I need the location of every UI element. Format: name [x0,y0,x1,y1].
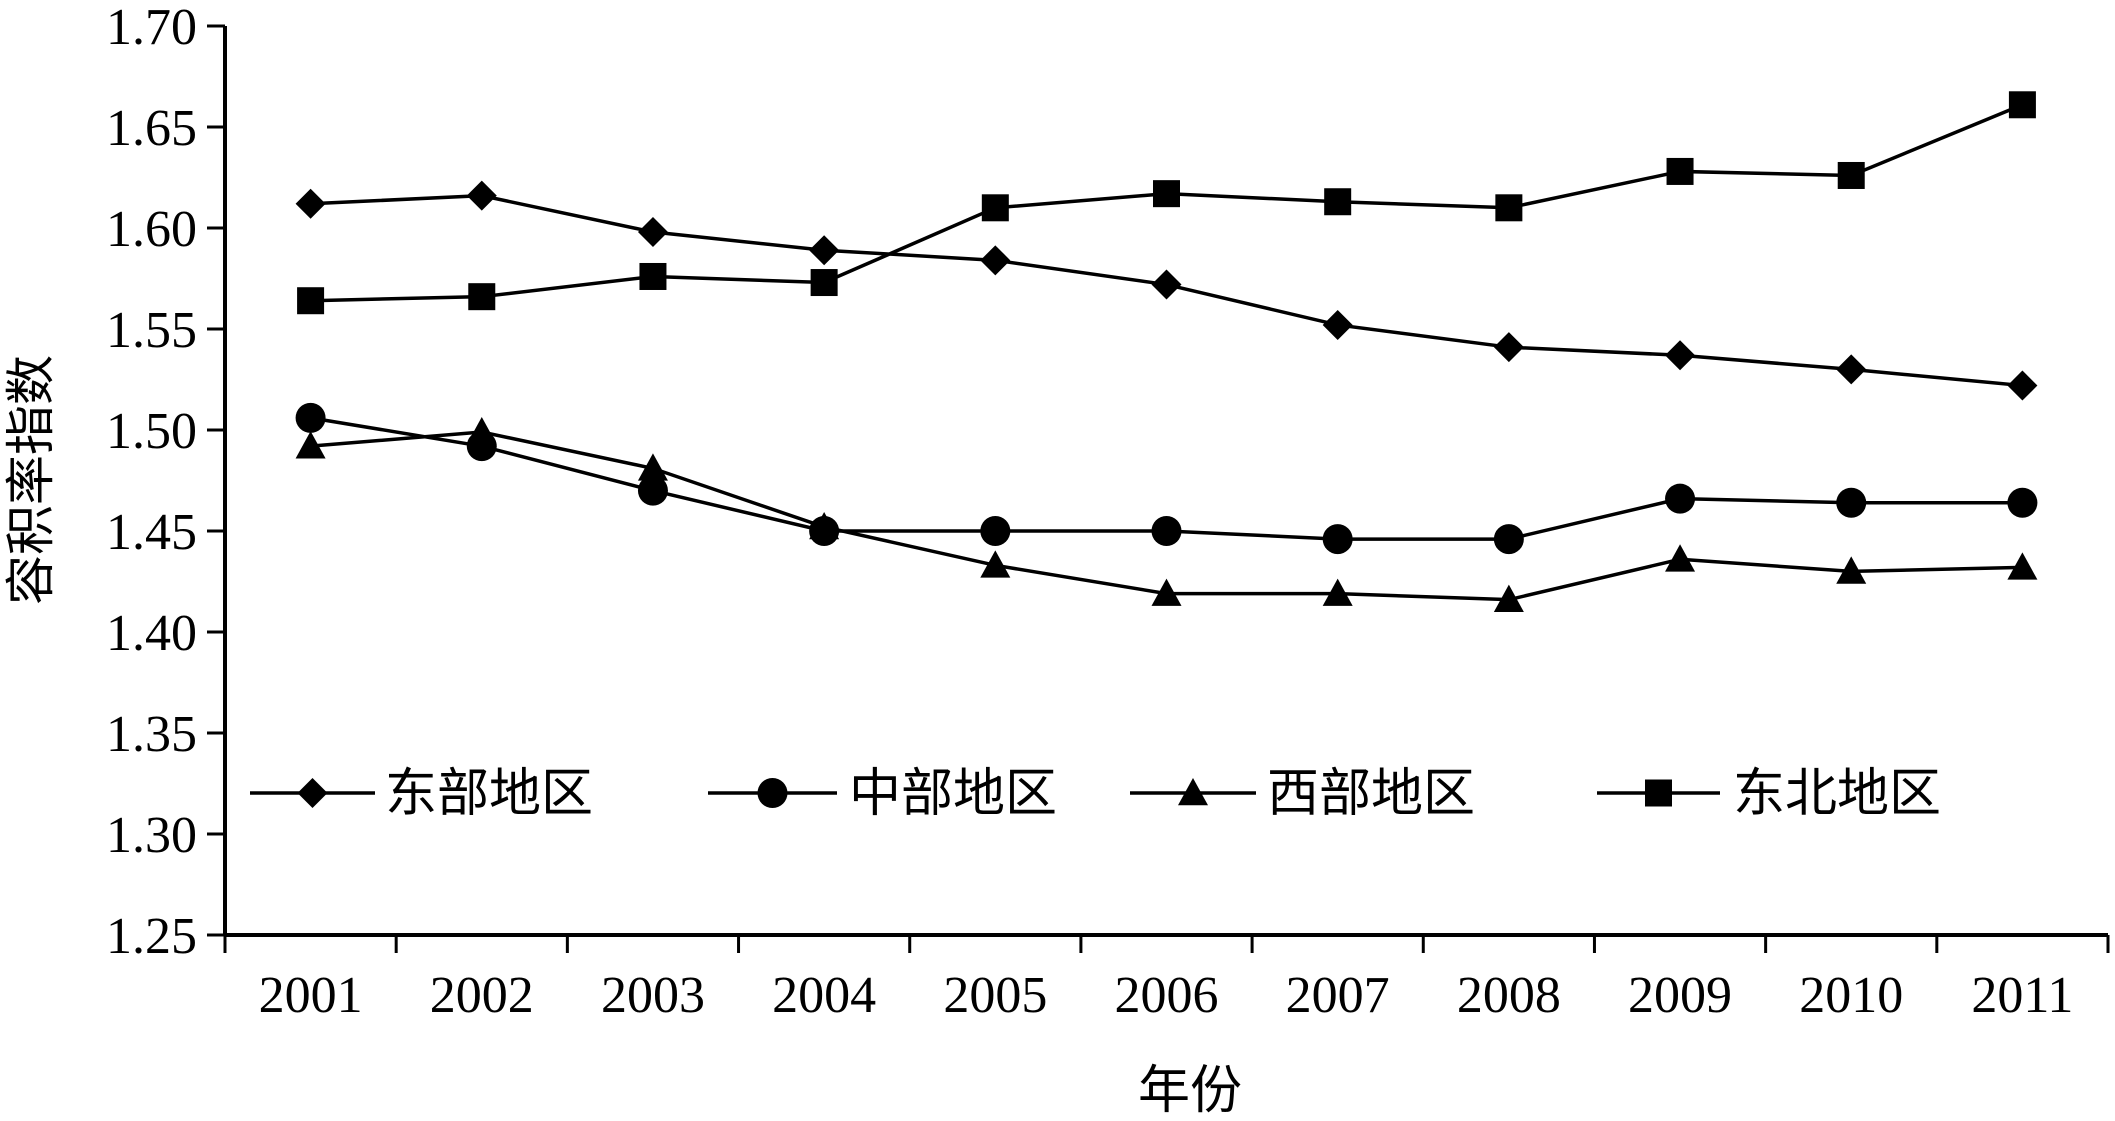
y-tick-label: 1.30 [106,807,197,864]
data-point-square [810,269,838,297]
data-point-diamond [295,188,326,219]
data-point-diamond [980,245,1011,276]
data-point-triangle [466,417,497,445]
data-point-square [1153,180,1180,208]
data-point-diamond [809,235,840,266]
x-tick-label: 2004 [772,967,876,1024]
data-point-diamond [2007,370,2038,401]
data-point-triangle [1836,556,1867,584]
legend-label: 中部地区 [849,766,1057,823]
data-point-triangle [980,550,1011,578]
data-point-diamond [1836,354,1867,385]
series-layer [295,91,2038,612]
data-point-triangle [1665,544,1696,572]
x-tick-label: 2010 [1799,967,1903,1024]
x-tick-label: 2006 [1115,967,1219,1024]
y-axis-title: 容积率指数 [3,355,59,605]
data-point-square [981,194,1009,222]
series-triangle [295,417,2038,612]
x-axis-title: 年份 [1138,1063,1242,1120]
data-point-circle [980,516,1011,546]
data-point-square [297,287,325,315]
legend-marker-square [1645,779,1672,807]
data-point-triangle [1322,578,1353,606]
data-point-square [1666,157,1694,185]
y-tick-label: 1.45 [106,504,197,561]
data-point-triangle [295,431,326,459]
x-tick-label: 2008 [1457,967,1561,1024]
y-tick-label: 1.65 [106,100,197,157]
data-point-diamond [1493,332,1524,363]
legend-label: 东部地区 [385,766,593,823]
legend: 东部地区 中部地区 西部地区 东北地区 [250,766,1941,823]
data-point-circle [2007,487,2038,518]
y-tick-label: 1.50 [106,403,197,460]
y-tick-label: 1.40 [106,605,197,662]
data-point-square [1837,161,1865,189]
data-point-triangle [809,511,840,540]
legend-item-triangle: 西部地区 [1130,766,1475,823]
data-point-diamond [1665,340,1696,371]
series-circle [295,402,2038,555]
data-point-square [639,262,667,290]
data-point-circle [1493,524,1524,555]
x-tick-label: 2005 [943,967,1047,1024]
data-point-triangle [2007,552,2038,580]
legend-marker-triangle [1178,778,1208,806]
data-point-square [1495,194,1523,222]
legend-item-square: 东北地区 [1597,766,1941,823]
data-point-triangle [1493,584,1524,612]
data-point-circle [637,475,668,506]
y-tick-label: 1.35 [106,706,197,763]
data-point-diamond [1151,269,1182,300]
series-line-triangle [310,430,2023,602]
series-diamond [295,180,2038,401]
data-point-square [468,283,496,311]
legend-item-circle: 中部地区 [708,766,1057,823]
legend-marker-circle [757,778,788,808]
x-tick-label: 2007 [1286,967,1390,1024]
data-point-square [1324,188,1352,216]
data-point-triangle [1151,578,1182,606]
x-tick-label: 2001 [259,967,363,1024]
data-point-circle [1665,483,1696,514]
y-tick-label: 1.55 [106,302,197,359]
data-point-diamond [1322,309,1353,340]
x-tick-label: 2003 [601,967,705,1024]
data-point-diamond [637,217,668,248]
axes: 1.25 1.30 1.35 1.40 1.45 1.50 1.55 1.60 1.65 1.70… [106,0,2110,1024]
x-tick-label: 2002 [430,967,534,1024]
series-square [297,91,2036,315]
legend-item-diamond: 东部地区 [250,766,593,823]
data-point-triangle [637,453,668,481]
y-tick-label: 1.60 [106,201,197,258]
y-tick-label: 1.70 [106,0,197,56]
data-point-circle [1322,524,1353,555]
x-tick-label: 2009 [1628,967,1732,1024]
x-tick-label: 2011 [1971,967,2073,1024]
data-point-circle [295,402,326,433]
data-point-diamond [466,180,497,211]
data-point-circle [1836,487,1867,518]
legend-label: 东北地区 [1733,766,1941,823]
legend-label: 西部地区 [1267,766,1475,823]
y-tick-label: 1.25 [106,908,197,965]
data-point-circle [1151,516,1182,546]
data-point-square [2008,91,2036,119]
legend-marker-diamond [297,778,328,808]
